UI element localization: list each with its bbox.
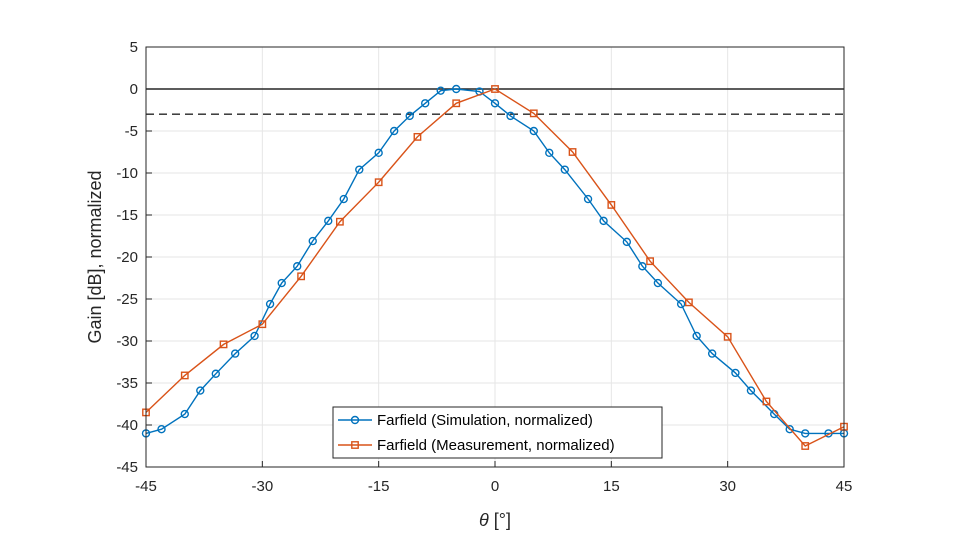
data-point: [265, 299, 275, 309]
data-point: [653, 278, 663, 288]
series-line: [145, 88, 844, 435]
y-tick-labels: 5 0 -5 -10 -15 -20 -25 -30 -35 -40 -45: [116, 39, 152, 476]
data-point: [355, 165, 364, 174]
x-tick-label: -30: [251, 478, 273, 495]
legend-marker-measurement: [351, 441, 359, 449]
data-point: [646, 257, 655, 266]
x-tick-label: 45: [836, 478, 853, 495]
data-point: [622, 237, 632, 247]
data-point: [180, 371, 189, 380]
data-point: [731, 368, 740, 378]
x-tick-label: 30: [719, 478, 736, 495]
data-point: [506, 111, 515, 121]
y-tick-label: -25: [116, 291, 138, 308]
y-axis-label: Gain [dB], normalized: [85, 170, 105, 343]
data-point: [339, 194, 348, 204]
x-axis-label: θ [°]: [479, 510, 511, 530]
data-point: [746, 386, 756, 395]
data-point: [297, 272, 306, 281]
x-tick-label: -15: [368, 478, 390, 495]
data-point: [308, 236, 317, 246]
data-point: [335, 217, 344, 226]
data-point: [211, 369, 221, 378]
y-tick-label: 0: [130, 81, 138, 98]
y-tick-label: -15: [116, 207, 138, 224]
y-tick-label: -40: [116, 417, 138, 434]
data-point: [762, 397, 771, 406]
data-point: [723, 332, 732, 341]
data-point: [545, 148, 554, 158]
data-point: [785, 425, 794, 434]
data-point: [180, 409, 189, 419]
legend-label-simulation: Farfield (Simulation, normalized): [377, 412, 593, 429]
y-tick-label: -10: [116, 165, 138, 182]
data-point: [157, 425, 166, 434]
data-point: [676, 299, 686, 309]
data-point: [491, 85, 499, 93]
x-tick-label: 15: [603, 478, 620, 495]
data-point: [490, 99, 500, 108]
data-point: [560, 165, 569, 174]
data-point: [277, 278, 286, 288]
x-tick-labels: -45 -30 -15 0 15 30 45: [135, 461, 852, 495]
data-point: [529, 109, 538, 118]
data-point: [421, 99, 430, 108]
y-tick-label: -30: [116, 333, 138, 350]
x-tick-label: -45: [135, 478, 157, 495]
data-point: [230, 349, 240, 358]
data-point: [599, 216, 608, 226]
data-point: [452, 84, 461, 94]
y-tick-label: -35: [116, 375, 138, 392]
y-tick-label: -45: [116, 459, 138, 476]
x-axis-unit: [°]: [494, 510, 511, 530]
data-point: [707, 349, 717, 358]
y-tick-label: -20: [116, 249, 138, 266]
data-point: [452, 99, 461, 108]
legend-label-measurement: Farfield (Measurement, normalized): [377, 437, 615, 454]
data-point: [801, 442, 810, 450]
legend-marker-simulation: [350, 415, 360, 425]
data-point: [583, 194, 593, 204]
data-point: [374, 148, 383, 158]
series-layer: [141, 84, 849, 450]
legend-box: [332, 406, 663, 459]
data-point: [436, 86, 445, 95]
data-point: [389, 126, 399, 136]
data-point: [293, 262, 302, 271]
y-tick-label: -5: [125, 123, 138, 140]
data-point: [692, 331, 701, 341]
data-point: [529, 126, 538, 136]
x-tick-label: 0: [491, 478, 499, 495]
data-point: [219, 340, 228, 349]
data-point: [801, 429, 810, 438]
data-point: [196, 386, 205, 395]
data-point: [413, 132, 422, 141]
data-point: [405, 111, 414, 121]
data-point: [607, 201, 616, 209]
data-point: [258, 320, 267, 329]
data-point: [684, 298, 693, 307]
data-point: [374, 178, 383, 187]
series-line: [145, 88, 845, 447]
data-point: [568, 148, 577, 156]
data-point: [638, 262, 647, 271]
data-point: [324, 216, 333, 226]
y-tick-label: 5: [130, 39, 138, 56]
data-point: [250, 331, 259, 341]
x-axis-symbol: θ: [479, 510, 489, 530]
series-measurement: [142, 85, 848, 450]
series-simulation: [141, 84, 849, 438]
legend: Farfield (Simulation, normalized) Farfie…: [332, 406, 663, 459]
